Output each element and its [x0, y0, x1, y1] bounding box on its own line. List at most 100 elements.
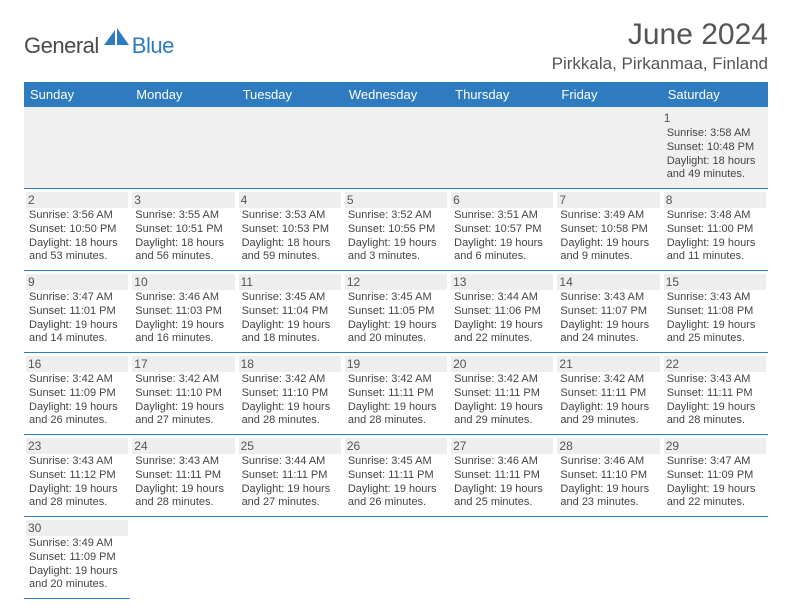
empty-cell: [555, 107, 661, 189]
day-number: 26: [345, 438, 447, 454]
empty-cell: [130, 107, 236, 189]
empty-cell: [237, 107, 343, 189]
day-info-line: Sunrise: 3:44 AM: [242, 455, 338, 469]
day-info-line: Sunset: 11:07 PM: [560, 305, 656, 319]
day-info-line: Sunset: 11:09 PM: [29, 551, 125, 565]
empty-cell: [449, 517, 555, 599]
day-info-line: Sunrise: 3:45 AM: [348, 455, 444, 469]
day-info-line: Sunrise: 3:44 AM: [454, 291, 550, 305]
day-cell: 13Sunrise: 3:44 AMSunset: 11:06 PMDaylig…: [449, 271, 555, 353]
day-info-line: Daylight: 19 hours: [667, 401, 763, 415]
day-info-line: and 18 minutes.: [242, 332, 338, 346]
day-info-line: Sunrise: 3:49 AM: [560, 209, 656, 223]
day-info-line: Sunrise: 3:53 AM: [242, 209, 338, 223]
day-cell: 4Sunrise: 3:53 AMSunset: 10:53 PMDayligh…: [237, 189, 343, 271]
day-info-line: Sunrise: 3:46 AM: [135, 291, 231, 305]
day-number: 12: [345, 274, 447, 290]
day-info-line: and 29 minutes.: [454, 414, 550, 428]
day-info-line: Sunrise: 3:42 AM: [242, 373, 338, 387]
day-info-line: Sunset: 11:12 PM: [29, 469, 125, 483]
day-info-line: Sunrise: 3:43 AM: [560, 291, 656, 305]
day-info-line: and 3 minutes.: [348, 250, 444, 264]
day-number: 1: [664, 110, 766, 126]
day-info-line: and 16 minutes.: [135, 332, 231, 346]
day-info-line: Sunset: 11:00 PM: [667, 223, 763, 237]
empty-cell: [449, 107, 555, 189]
day-info-line: and 28 minutes.: [242, 414, 338, 428]
weekday-saturday: Saturday: [662, 82, 768, 107]
day-cell: 30Sunrise: 3:49 AMSunset: 11:09 PMDaylig…: [24, 517, 130, 599]
day-number: 13: [451, 274, 553, 290]
day-info-line: Sunrise: 3:46 AM: [560, 455, 656, 469]
day-number: 3: [132, 192, 234, 208]
day-info-line: and 22 minutes.: [667, 496, 763, 510]
day-info-line: Daylight: 19 hours: [560, 237, 656, 251]
empty-cell: [662, 517, 768, 599]
day-cell: 15Sunrise: 3:43 AMSunset: 11:08 PMDaylig…: [662, 271, 768, 353]
day-info-line: Sunrise: 3:45 AM: [348, 291, 444, 305]
day-info-line: Daylight: 19 hours: [560, 319, 656, 333]
day-info-line: Sunset: 11:11 PM: [348, 387, 444, 401]
location: Pirkkala, Pirkanmaa, Finland: [552, 54, 768, 74]
day-cell: 25Sunrise: 3:44 AMSunset: 11:11 PMDaylig…: [237, 435, 343, 517]
day-info-line: Daylight: 19 hours: [454, 237, 550, 251]
day-info-line: Sunrise: 3:47 AM: [29, 291, 125, 305]
day-info-line: and 53 minutes.: [29, 250, 125, 264]
day-info-line: and 29 minutes.: [560, 414, 656, 428]
day-info-line: Sunset: 11:08 PM: [667, 305, 763, 319]
day-info-line: Daylight: 19 hours: [454, 483, 550, 497]
title-block: June 2024 Pirkkala, Pirkanmaa, Finland: [552, 18, 768, 74]
day-number: 24: [132, 438, 234, 454]
day-info-line: and 49 minutes.: [667, 168, 763, 182]
week-row: 30Sunrise: 3:49 AMSunset: 11:09 PMDaylig…: [24, 517, 768, 599]
day-info-line: Daylight: 18 hours: [667, 155, 763, 169]
header: General Blue June 2024 Pirkkala, Pirkanm…: [24, 18, 768, 74]
day-info-line: Sunrise: 3:46 AM: [454, 455, 550, 469]
day-info-line: Sunset: 11:11 PM: [667, 387, 763, 401]
day-info-line: Sunrise: 3:43 AM: [29, 455, 125, 469]
day-cell: 23Sunrise: 3:43 AMSunset: 11:12 PMDaylig…: [24, 435, 130, 517]
day-cell: 24Sunrise: 3:43 AMSunset: 11:11 PMDaylig…: [130, 435, 236, 517]
day-info-line: and 28 minutes.: [667, 414, 763, 428]
day-info-line: and 27 minutes.: [135, 414, 231, 428]
day-info-line: and 28 minutes.: [348, 414, 444, 428]
day-cell: 10Sunrise: 3:46 AMSunset: 11:03 PMDaylig…: [130, 271, 236, 353]
day-info-line: Sunset: 11:03 PM: [135, 305, 231, 319]
day-cell: 21Sunrise: 3:42 AMSunset: 11:11 PMDaylig…: [555, 353, 661, 435]
calendar-table: SundayMondayTuesdayWednesdayThursdayFrid…: [24, 82, 768, 599]
day-info-line: and 27 minutes.: [242, 496, 338, 510]
day-info-line: and 6 minutes.: [454, 250, 550, 264]
day-info-line: Sunset: 11:06 PM: [454, 305, 550, 319]
day-number: 23: [26, 438, 128, 454]
weekday-thursday: Thursday: [449, 82, 555, 107]
day-info-line: Daylight: 19 hours: [242, 319, 338, 333]
day-info-line: Sunrise: 3:58 AM: [667, 127, 763, 141]
day-info-line: Sunset: 11:11 PM: [242, 469, 338, 483]
day-info-line: Sunrise: 3:51 AM: [454, 209, 550, 223]
day-info-line: Daylight: 19 hours: [454, 401, 550, 415]
weekday-friday: Friday: [555, 82, 661, 107]
day-number: 9: [26, 274, 128, 290]
empty-cell: [343, 107, 449, 189]
day-info-line: Daylight: 18 hours: [29, 237, 125, 251]
day-number: 27: [451, 438, 553, 454]
day-cell: 8Sunrise: 3:48 AMSunset: 11:00 PMDayligh…: [662, 189, 768, 271]
weekday-tuesday: Tuesday: [237, 82, 343, 107]
brand-logo: General Blue: [24, 18, 174, 63]
day-info-line: Sunrise: 3:48 AM: [667, 209, 763, 223]
day-number: 18: [239, 356, 341, 372]
empty-cell: [24, 107, 130, 189]
day-cell: 9Sunrise: 3:47 AMSunset: 11:01 PMDayligh…: [24, 271, 130, 353]
day-info-line: Sunrise: 3:55 AM: [135, 209, 231, 223]
empty-cell: [237, 517, 343, 599]
day-info-line: Daylight: 19 hours: [348, 401, 444, 415]
day-info-line: Sunset: 10:50 PM: [29, 223, 125, 237]
day-info-line: Sunrise: 3:49 AM: [29, 537, 125, 551]
day-info-line: Sunrise: 3:42 AM: [454, 373, 550, 387]
day-info-line: Daylight: 19 hours: [242, 401, 338, 415]
day-info-line: Daylight: 19 hours: [667, 319, 763, 333]
day-info-line: Daylight: 19 hours: [348, 319, 444, 333]
day-info-line: and 23 minutes.: [560, 496, 656, 510]
day-number: 4: [239, 192, 341, 208]
day-number: 30: [26, 520, 128, 536]
